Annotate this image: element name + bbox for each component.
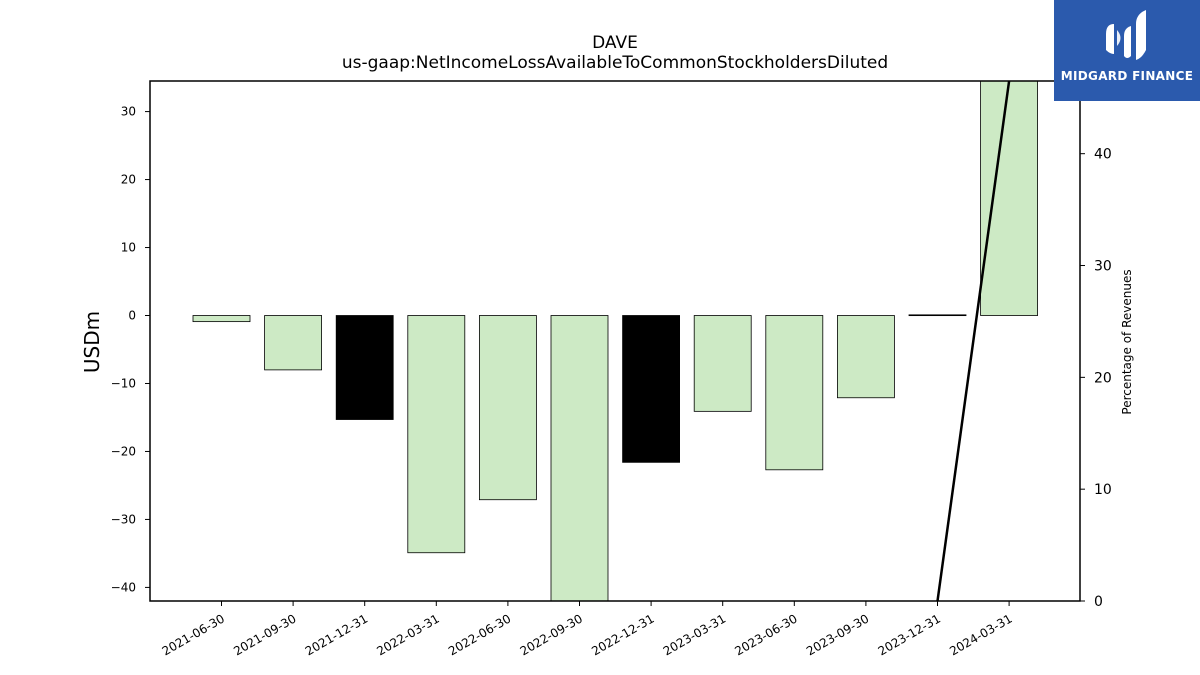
y-tick-label: 0 <box>128 309 136 323</box>
bar-2021-09-30 <box>264 315 323 371</box>
logo-text: MIDGARD FINANCE <box>1060 69 1194 83</box>
midgard-finance-logo: MIDGARD FINANCE <box>1054 0 1200 101</box>
bar-2022-12-31 <box>622 315 680 463</box>
x-tick-label: 2023-03-31 <box>661 611 728 658</box>
y-axis-right: 0 10 20 30 40 <box>1080 147 1112 610</box>
y-tick-label: 10 <box>121 241 136 255</box>
y2-tick-label: 20 <box>1094 370 1112 386</box>
y2-tick-label: 40 <box>1094 147 1112 163</box>
x-tick-label: 2022-03-31 <box>374 611 441 658</box>
y2-tick-label: 0 <box>1094 594 1103 610</box>
x-tick-label: 2024-03-31 <box>947 611 1014 658</box>
x-tick-label: 2022-09-30 <box>518 611 585 658</box>
y-tick-label: −40 <box>111 580 136 594</box>
x-tick-label: 2021-06-30 <box>160 611 227 658</box>
plot-frame <box>149 80 1081 602</box>
y-axis-label: USDm <box>80 311 104 373</box>
y2-tick-label: 30 <box>1094 259 1112 275</box>
chart-subtitle: us-gaap:NetIncomeLossAvailableToCommonSt… <box>342 53 888 73</box>
y-tick-label: 30 <box>121 105 136 119</box>
series-line <box>936 80 1011 602</box>
bar-2022-09-30 <box>550 315 609 602</box>
x-tick-label: 2023-06-30 <box>732 611 799 658</box>
x-tick-label: 2023-09-30 <box>804 611 871 658</box>
bar-2024-03-31 <box>980 80 1038 316</box>
bar-2023-12-31 <box>908 314 967 317</box>
bar-2023-06-30 <box>765 315 824 471</box>
logo-mark-icon <box>1106 10 1146 60</box>
x-tick-label: 2022-12-31 <box>589 611 656 658</box>
y2-tick-label: 10 <box>1094 482 1112 498</box>
y-tick-label: −20 <box>111 444 136 458</box>
x-tick-label: 2021-12-31 <box>303 611 370 658</box>
bars-group <box>192 80 1038 602</box>
bar-2021-12-31 <box>335 315 394 420</box>
y2-axis-label: Percentage of Revenues <box>1120 269 1134 414</box>
bar-2021-06-30 <box>192 315 251 323</box>
bar-2022-06-30 <box>478 315 537 501</box>
x-tick-label: 2022-06-30 <box>446 611 513 658</box>
bar-2022-03-31 <box>407 315 466 554</box>
x-axis: 2021-06-30 2021-09-30 2021-12-31 2022-03-31… <box>160 601 1015 658</box>
x-tick-label: 2021-09-30 <box>231 611 298 658</box>
y-tick-label: −10 <box>111 376 136 390</box>
y-axis-left: −40 −30 −20 −10 0 10 20 30 <box>111 105 150 594</box>
y-tick-label: 20 <box>121 173 136 187</box>
y-tick-label: −30 <box>111 512 136 526</box>
chart-title: DAVE <box>592 33 638 53</box>
bar-2023-09-30 <box>837 315 895 399</box>
line-group <box>936 80 1011 602</box>
x-tick-label: 2023-12-31 <box>876 611 943 658</box>
bar-2023-03-31 <box>693 315 752 412</box>
